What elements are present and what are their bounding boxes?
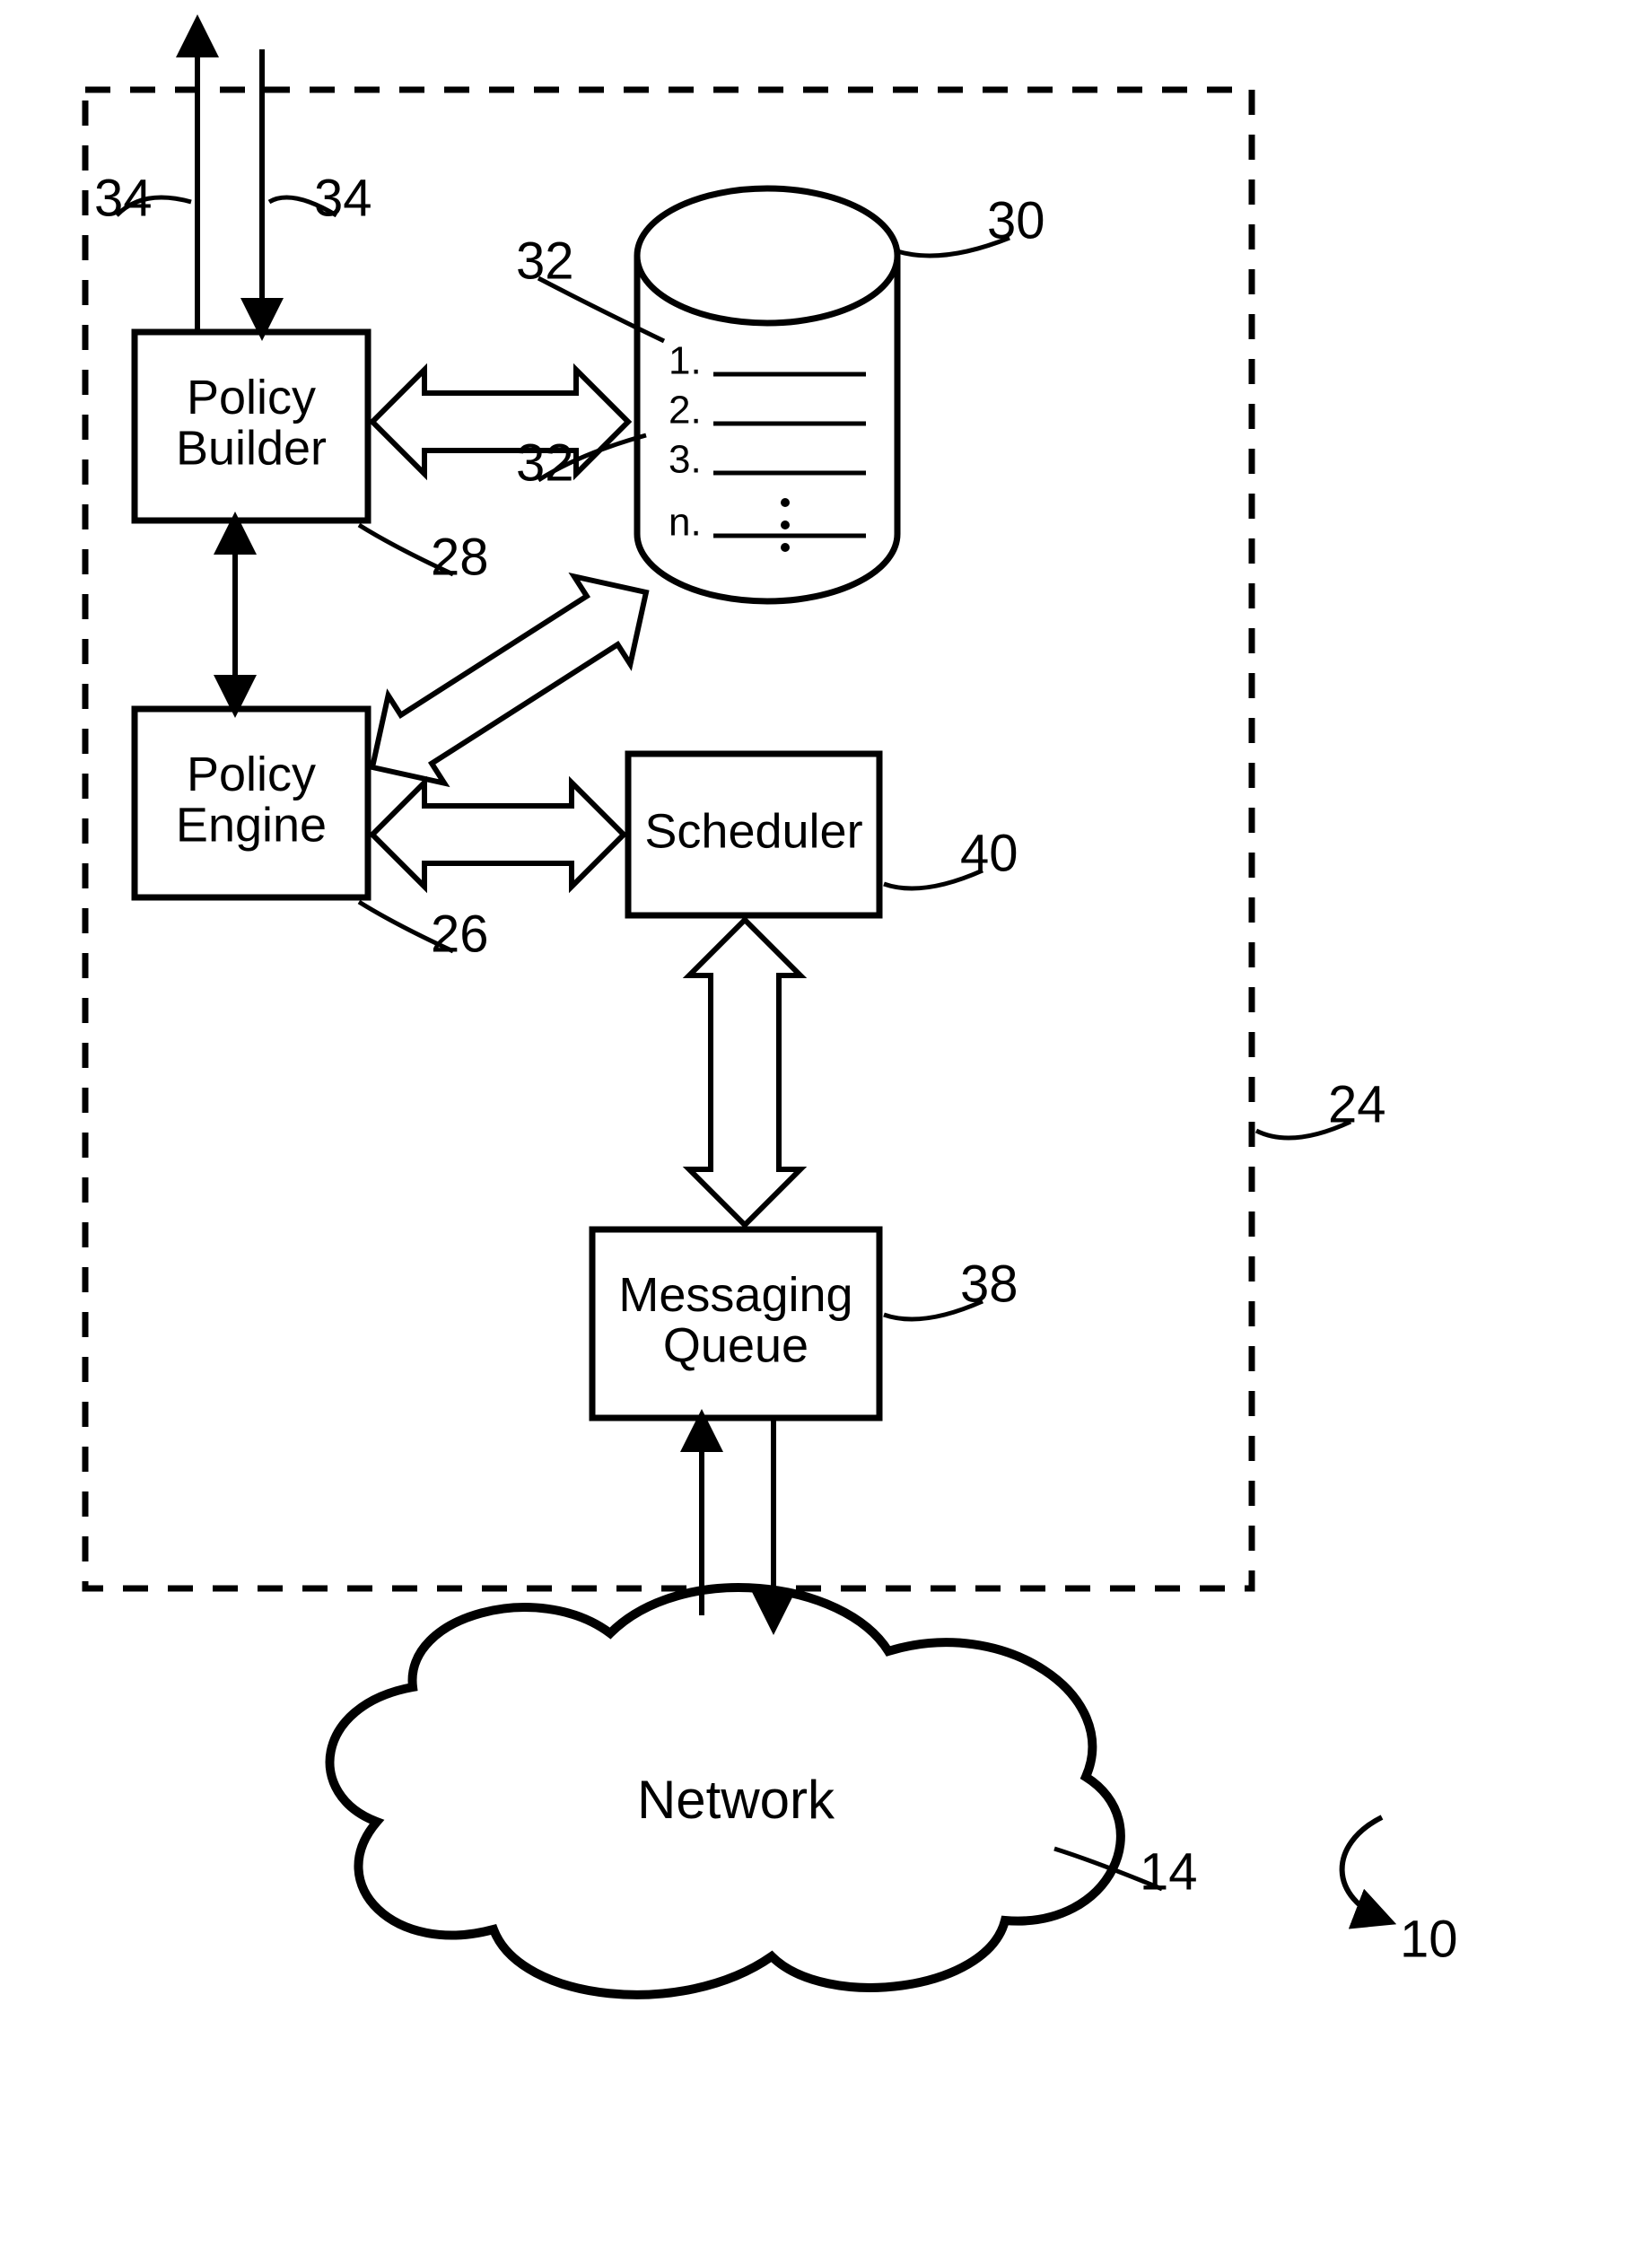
ref-label: 38 bbox=[960, 1255, 1018, 1313]
policy-builder-box-label: Builder bbox=[176, 422, 327, 476]
policy-builder-box-label: Policy bbox=[187, 371, 316, 424]
block-arrow bbox=[689, 920, 800, 1225]
db-entry: 1. bbox=[669, 339, 702, 383]
database-top bbox=[637, 188, 897, 323]
messaging-queue-box-label: Queue bbox=[663, 1319, 809, 1373]
ref-label: 24 bbox=[1328, 1075, 1386, 1133]
ref-leader bbox=[1342, 1817, 1386, 1920]
messaging-queue-box-label: Messaging bbox=[618, 1268, 852, 1322]
scheduler-box-label: Scheduler bbox=[644, 804, 862, 858]
network-label: Network bbox=[637, 1770, 835, 1830]
policy-engine-box-label: Policy bbox=[187, 748, 316, 801]
ref-label: 28 bbox=[431, 528, 489, 586]
ref-label: 10 bbox=[1400, 1910, 1458, 1968]
db-ellipsis-dot bbox=[781, 520, 790, 529]
ref-label: 30 bbox=[987, 191, 1045, 249]
system-diagram: PolicyBuilderPolicyEngineSchedulerMessag… bbox=[0, 0, 1652, 2248]
ref-label: 26 bbox=[431, 905, 489, 963]
block-arrow bbox=[372, 783, 624, 887]
db-entry: 2. bbox=[669, 389, 702, 433]
block-arrow bbox=[372, 576, 646, 783]
ref-label: 14 bbox=[1140, 1842, 1198, 1901]
db-entry: n. bbox=[669, 501, 702, 545]
ref-label: 34 bbox=[314, 169, 372, 227]
block-arrow bbox=[372, 370, 628, 474]
ref-label: 34 bbox=[94, 169, 153, 227]
ref-label: 40 bbox=[960, 824, 1018, 882]
ref-label: 32 bbox=[516, 433, 574, 492]
db-entry: 3. bbox=[669, 438, 702, 482]
db-ellipsis-dot bbox=[781, 543, 790, 552]
ref-label: 32 bbox=[516, 232, 574, 290]
db-ellipsis-dot bbox=[781, 498, 790, 507]
policy-engine-box-label: Engine bbox=[176, 799, 327, 853]
